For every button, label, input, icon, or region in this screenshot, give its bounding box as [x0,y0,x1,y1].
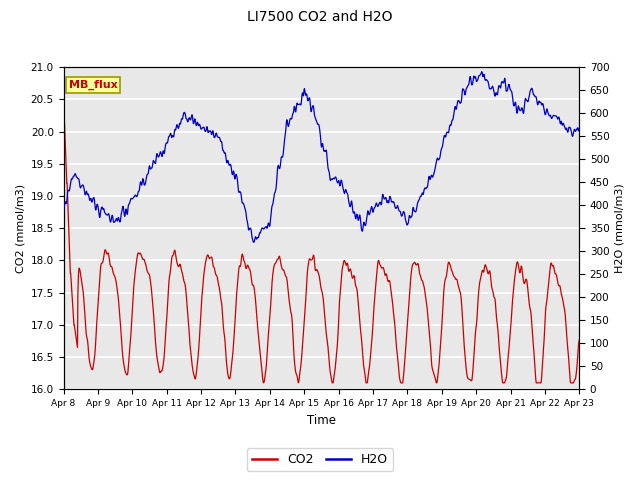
Y-axis label: H2O (mmol/m3): H2O (mmol/m3) [615,183,625,273]
Legend: CO2, H2O: CO2, H2O [247,448,393,471]
Y-axis label: CO2 (mmol/m3): CO2 (mmol/m3) [15,184,25,273]
X-axis label: Time: Time [307,414,336,427]
Text: LI7500 CO2 and H2O: LI7500 CO2 and H2O [247,10,393,24]
Text: MB_flux: MB_flux [68,80,117,90]
